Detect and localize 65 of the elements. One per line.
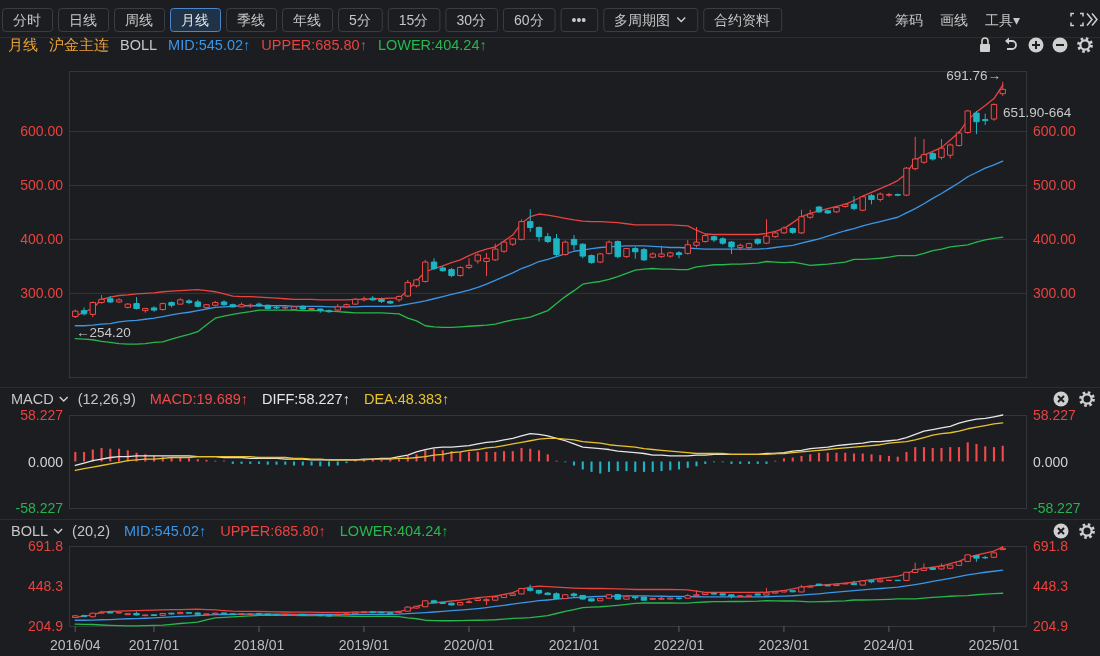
y-tick-label: 500.00 bbox=[20, 177, 64, 194]
x-tick-label: 2022/01 bbox=[653, 637, 705, 653]
y2-tick-label: 448.3 bbox=[1033, 578, 1069, 595]
y-tick-label: 400.00 bbox=[20, 231, 64, 248]
y-tick-label: 448.3 bbox=[27, 578, 64, 595]
chart-subtitle: 沪金主连 bbox=[49, 37, 109, 53]
chart-title: 月线 bbox=[8, 37, 38, 53]
y2-tick-label: 204.9 bbox=[1033, 618, 1069, 634]
y-tick-label: 0.000 bbox=[27, 453, 64, 470]
text: 15分 bbox=[398, 12, 429, 28]
text: 周线 bbox=[125, 12, 153, 28]
x-tick-label: 2018/01 bbox=[233, 637, 285, 653]
y2-tick-label: 58.227 bbox=[1033, 407, 1077, 423]
x-tick-label: 2016/04 bbox=[49, 637, 101, 653]
y-tick-label: 691.8 bbox=[27, 538, 64, 554]
y2-tick-label: 600.00 bbox=[1033, 123, 1077, 140]
text: LOWER:404.24↑ bbox=[377, 37, 487, 53]
text: 合约资料 bbox=[714, 12, 771, 28]
text: 日线 bbox=[69, 12, 97, 28]
y2-tick-label: 400.00 bbox=[1033, 231, 1077, 248]
text: 多周期图 bbox=[614, 12, 671, 28]
x-tick-label: 2017/01 bbox=[128, 637, 180, 653]
text: 月线 bbox=[181, 12, 209, 28]
text: 5分 bbox=[349, 12, 371, 28]
text: UPPER:685.80↑ bbox=[261, 37, 367, 53]
text: UPPER:685.80↑ bbox=[220, 523, 326, 539]
text: 60分 bbox=[513, 12, 544, 28]
text: DEA:48.383↑ bbox=[363, 391, 450, 407]
text: 年线 bbox=[293, 12, 321, 28]
y2-tick-label: 300.00 bbox=[1033, 285, 1077, 302]
y-tick-label: -58.227 bbox=[15, 500, 64, 516]
legend-title: BOLL bbox=[120, 37, 158, 53]
x-tick-label: 2025/01 bbox=[968, 637, 1020, 653]
annotation: 651.90-664 bbox=[1003, 104, 1072, 120]
chart-subtitle: (20,2) bbox=[72, 523, 110, 539]
y-tick-label: 58.227 bbox=[20, 407, 64, 423]
text: MID:545.02↑ bbox=[123, 523, 207, 539]
x-tick-label: 2024/01 bbox=[863, 637, 915, 653]
y2-tick-label: 500.00 bbox=[1033, 177, 1077, 194]
x-tick-label: 2023/01 bbox=[758, 637, 810, 653]
y2-tick-label: -58.227 bbox=[1033, 500, 1081, 516]
text: 分时 bbox=[13, 12, 41, 28]
chart-title: BOLL bbox=[11, 523, 49, 539]
text: DIFF:58.227↑ bbox=[262, 391, 350, 407]
text: LOWER:404.24↑ bbox=[339, 523, 449, 539]
chart-title: MACD bbox=[11, 391, 54, 407]
y-tick-label: 204.9 bbox=[27, 618, 64, 634]
text: 季线 bbox=[237, 12, 265, 28]
y-tick-label: 600.00 bbox=[20, 123, 64, 140]
text: MID:545.02↑ bbox=[168, 37, 251, 53]
annotation: ←254.20 bbox=[76, 324, 131, 340]
text: 30分 bbox=[456, 12, 486, 28]
text: MACD:19.689↑ bbox=[149, 391, 249, 407]
x-tick-label: 2019/01 bbox=[338, 637, 390, 653]
chart-subtitle: (12,26,9) bbox=[77, 391, 136, 407]
x-tick-label: 2021/01 bbox=[548, 637, 600, 653]
x-tick-label: 2020/01 bbox=[443, 637, 495, 653]
text: 筹码 bbox=[894, 11, 923, 28]
y2-tick-label: 691.8 bbox=[1033, 538, 1069, 554]
text: 画线 bbox=[939, 11, 968, 28]
text: ••• bbox=[571, 12, 587, 28]
y-tick-label: 300.00 bbox=[20, 285, 64, 302]
annotation: 691.76→ bbox=[946, 67, 1001, 83]
y2-tick-label: 0.000 bbox=[1033, 453, 1069, 470]
text: 工具▾ bbox=[984, 11, 1020, 28]
